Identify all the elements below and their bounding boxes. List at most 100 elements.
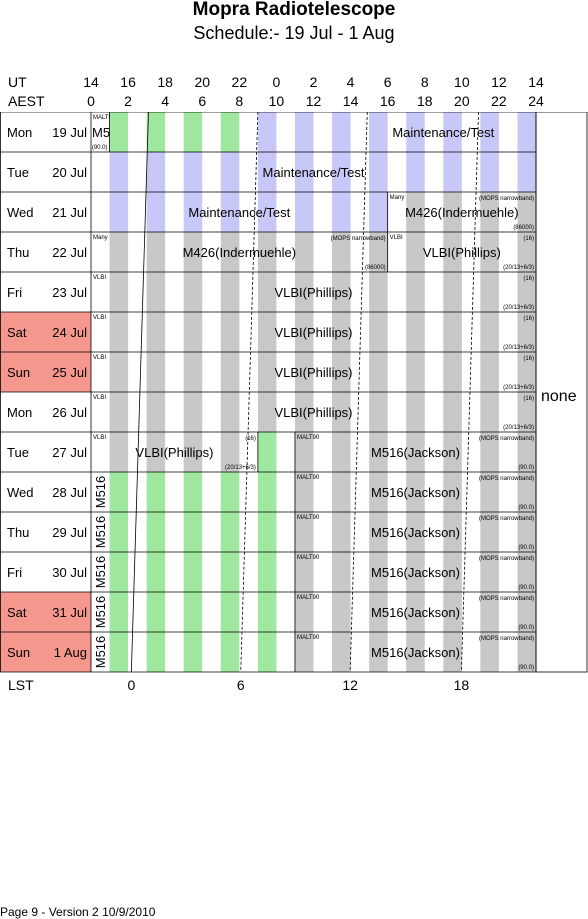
hour-stripe — [332, 192, 351, 232]
ut-tick: 14 — [83, 74, 99, 90]
day-of-week: Sat — [7, 605, 27, 620]
hour-stripe — [517, 272, 536, 312]
hour-stripe — [109, 192, 129, 232]
hour-stripe — [257, 192, 277, 232]
hour-stripe — [183, 112, 203, 152]
backend-note: (16) — [523, 316, 534, 322]
hour-stripe — [406, 352, 425, 392]
none-box — [535, 112, 588, 673]
lst-line — [240, 112, 259, 673]
aest-tick: 20 — [454, 93, 470, 109]
hour-stripe — [406, 472, 425, 512]
aest-tick: 8 — [235, 93, 244, 109]
lst-line — [460, 112, 479, 673]
backend-note: (MOPS narrowband) — [331, 236, 386, 242]
hour-stripe — [294, 392, 314, 432]
hour-stripe — [517, 592, 536, 632]
aest-tick: 14 — [342, 93, 359, 109]
hour-stripe — [443, 472, 462, 512]
hour-stripe — [332, 152, 351, 192]
backend-note: (MOPS narrowband) — [479, 476, 534, 482]
project-label: VLBI(Phillips) — [274, 405, 352, 420]
lst-tick: 6 — [236, 677, 245, 693]
hour-stripe — [332, 312, 351, 352]
backend-note: (MOPS narrowband) — [479, 636, 534, 642]
ut-tick: 0 — [272, 74, 281, 90]
aest-tick: 16 — [379, 93, 396, 109]
day-date: 21 Jul — [52, 205, 87, 220]
hour-stripe — [220, 232, 240, 272]
project-label: VLBI(Phillips) — [274, 285, 352, 300]
page-subtitle: Schedule:- 19 Jul - 1 Aug — [193, 23, 395, 43]
hour-stripe — [517, 472, 536, 512]
hour-stripe — [220, 272, 240, 312]
receiver-note: VLBI — [93, 275, 106, 281]
backend-note: (MOPS narrowband) — [479, 556, 534, 562]
hour-stripe — [406, 112, 425, 152]
hour-stripe — [406, 272, 425, 312]
hour-stripe — [146, 512, 166, 552]
hour-stripe — [369, 592, 388, 632]
hour-stripe — [517, 392, 536, 432]
frequency-note: (86000) — [365, 265, 386, 271]
hour-stripe — [220, 392, 240, 432]
hour-stripe — [257, 272, 277, 312]
receiver-note: Many — [93, 235, 108, 241]
project-label-vertical: M516 — [93, 476, 108, 509]
weekend-day-cell — [0, 352, 91, 392]
hour-stripe — [332, 352, 351, 392]
frequency-note: (20/13+6/3) — [503, 345, 534, 351]
hour-stripe — [517, 632, 536, 672]
frequency-note: (90.0) — [518, 585, 534, 591]
schedule-title-block: Mopra Radiotelescope Schedule:- 19 Jul -… — [0, 0, 588, 43]
ut-tick: 12 — [491, 74, 507, 90]
day-date: 19 Jul — [52, 125, 87, 140]
ut-tick: 8 — [420, 74, 429, 90]
weekend-day-cell — [0, 592, 91, 632]
ut-tick: 10 — [454, 74, 470, 90]
aest-tick: 6 — [198, 93, 207, 109]
aest-tick: 10 — [268, 93, 285, 109]
hour-stripe — [443, 512, 462, 552]
hour-stripe — [183, 552, 203, 592]
day-of-week: Mon — [7, 405, 32, 420]
hour-stripe — [183, 152, 203, 192]
day-date: 1 Aug — [54, 645, 87, 660]
day-of-week: Sun — [7, 365, 30, 380]
hour-stripe — [109, 472, 129, 512]
hour-stripe — [332, 392, 351, 432]
aest-tick: 12 — [305, 93, 322, 109]
frequency-note: (90.0) — [518, 465, 534, 471]
hour-stripe — [369, 192, 388, 232]
hour-stripe — [109, 432, 129, 472]
hour-stripe — [369, 512, 388, 552]
frequency-note: (90.0) — [518, 625, 534, 631]
hour-stripe — [517, 432, 536, 472]
day-date: 31 Jul — [52, 605, 87, 620]
hour-stripe — [183, 632, 203, 672]
hour-stripe — [294, 312, 314, 352]
day-of-week: Fri — [7, 285, 22, 300]
lst-tick: 18 — [453, 677, 470, 693]
hour-stripe — [294, 552, 314, 592]
hour-stripe — [146, 392, 166, 432]
aest-tick: 22 — [491, 93, 507, 109]
hour-stripe — [109, 352, 129, 392]
hour-stripe — [332, 592, 351, 632]
hour-stripe — [294, 272, 314, 312]
hour-stripe — [183, 232, 203, 272]
lst-line — [130, 112, 149, 673]
weekend-day-cell — [0, 312, 91, 352]
backend-note: (16) — [523, 236, 534, 242]
day-of-week: Wed — [7, 485, 34, 500]
aest-label: AEST — [8, 93, 45, 109]
hour-stripe — [220, 152, 240, 192]
hour-stripe — [480, 192, 499, 232]
ut-tick: 16 — [120, 74, 136, 90]
page-title: Mopra Radiotelescope — [192, 0, 396, 20]
hour-stripe — [332, 552, 351, 592]
receiver-note: VLBI — [390, 235, 403, 241]
hour-stripe — [257, 592, 277, 632]
frequency-note: (20/13+6/3) — [503, 265, 534, 271]
project-label: M516(Jackson) — [371, 605, 460, 620]
